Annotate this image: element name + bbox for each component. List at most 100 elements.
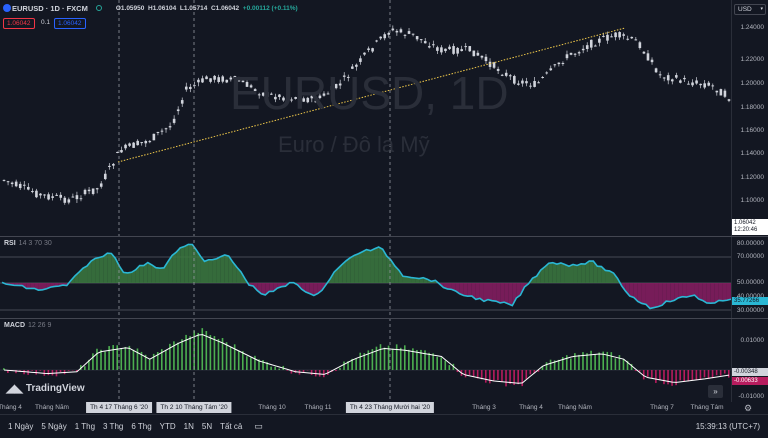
macd-tick-label: -0.01000: [738, 393, 764, 400]
candle-body: [553, 64, 557, 66]
range-button[interactable]: 3 Thg: [103, 422, 124, 431]
sell-button[interactable]: 1.06042: [3, 18, 35, 29]
candle-body: [658, 74, 662, 76]
rsi-fill-segment: [131, 269, 136, 283]
range-button[interactable]: 5 Ngày: [41, 422, 67, 431]
macd-signal-line: [3, 334, 730, 384]
candle-body: [221, 76, 225, 82]
price-tick-label: 1.24000: [740, 24, 765, 31]
main-chart[interactable]: [0, 0, 731, 402]
range-button[interactable]: YTD: [159, 422, 176, 431]
range-button[interactable]: 6 Thg: [131, 422, 152, 431]
range-button[interactable]: Tất cả: [220, 422, 243, 431]
rsi-fill-segment: [605, 270, 610, 283]
macd-histogram-bar: [51, 370, 54, 376]
candle-body: [225, 79, 229, 83]
macd-histogram-bar: [590, 350, 592, 370]
candle-body: [108, 165, 111, 167]
macd-histogram-bar: [497, 370, 499, 380]
candle-body: [573, 53, 577, 55]
rsi-fill-segment: [220, 254, 225, 283]
macd-histogram-bar: [108, 346, 110, 370]
macd-histogram-bar: [371, 349, 374, 370]
time-axis[interactable]: Tháng 4 Tháng Năm Tháng 10 Tháng 11 Tháng 3 T…: [0, 402, 731, 414]
macd-histogram-bar: [707, 370, 710, 379]
tradingview-logo[interactable]: ◢◣ TradingView: [6, 382, 85, 395]
candle-body: [87, 189, 91, 192]
macd-histogram-bar: [675, 370, 677, 386]
range-button[interactable]: 1N: [183, 422, 194, 431]
macd-histogram-bar: [683, 370, 686, 382]
rsi-fill-segment: [516, 283, 521, 299]
settings-gear-button[interactable]: ⚙: [744, 403, 752, 414]
rsi-tick-label: 80.00000: [736, 240, 764, 247]
candle-body: [140, 142, 144, 144]
range-button[interactable]: 1 Ngày: [8, 422, 34, 431]
candle-body: [318, 95, 322, 99]
candle-body: [452, 46, 455, 54]
rsi-fill-segment: [176, 247, 181, 283]
price-chart-canvas[interactable]: [0, 0, 731, 402]
candle-body: [727, 99, 731, 101]
buy-button[interactable]: 1.06042: [54, 18, 86, 29]
rsi-fill-segment: [512, 283, 517, 306]
candle-body: [646, 53, 650, 61]
pane-divider-macd[interactable]: [0, 318, 768, 319]
time-axis-label: Tháng 4: [519, 404, 543, 411]
candle-body: [508, 75, 512, 77]
macd-histogram-bar: [565, 355, 568, 370]
time-axis-label: Tháng Tám: [690, 404, 724, 411]
currency-select[interactable]: USD ▾: [734, 4, 766, 15]
macd-histogram-bar: [509, 370, 511, 384]
scroll-to-realtime-button[interactable]: »: [708, 385, 723, 398]
candle-body: [440, 47, 443, 53]
macd-histogram-bar: [201, 328, 204, 370]
tradingview-logo-icon: ◢◣: [6, 383, 23, 395]
macd-histogram-bar: [128, 345, 131, 370]
rsi-fill-segment: [91, 258, 96, 283]
macd-histogram-bar: [173, 341, 175, 370]
candle-body: [367, 48, 370, 51]
macd-histogram-bar: [165, 350, 167, 370]
rsi-fill-segment: [354, 253, 359, 283]
date-range-icon[interactable]: ▭: [254, 421, 263, 431]
range-button[interactable]: 1 Thg: [74, 422, 96, 431]
low-value: L1.05714: [179, 4, 208, 12]
macd-histogram-bar: [432, 353, 434, 370]
candle-body: [257, 94, 261, 96]
macd-histogram-bar: [505, 370, 507, 387]
candle-body: [715, 90, 719, 93]
time-axis-label: Tháng 3: [472, 404, 496, 411]
macd-histogram-bar: [659, 370, 661, 381]
price-axis[interactable]: USD ▾ 1.24000 1.22000 1.20000 1.18000 1.1600…: [731, 0, 768, 402]
range-button[interactable]: 5N: [201, 422, 213, 431]
macd-histogram-bar: [140, 351, 143, 370]
rsi-tick-label: 70.00000: [736, 253, 764, 260]
candle-body: [695, 80, 698, 84]
candle-body: [10, 182, 14, 185]
candle-body: [399, 29, 403, 33]
symbol-title[interactable]: EURUSD · 1D · FXCM: [12, 3, 88, 13]
candle-body: [444, 48, 447, 52]
clock-time[interactable]: 15:39:13 (UTC+7): [695, 422, 760, 431]
candle-body: [683, 77, 686, 80]
macd-histogram-bar: [408, 349, 410, 370]
macd-histogram-bar: [525, 370, 528, 380]
macd-histogram-bar: [416, 349, 418, 370]
macd-params: 12 26 9: [28, 322, 52, 329]
symbol-header: EURUSD · 1D · FXCM O1.05950 H1.06104 L1.…: [0, 0, 731, 16]
rsi-fill-segment: [200, 256, 205, 283]
rsi-fill-segment: [666, 283, 671, 302]
macd-histogram-bar: [237, 350, 240, 370]
rsi-legend[interactable]: RSI 14 3 70 30: [4, 240, 52, 247]
rsi-fill-segment: [573, 264, 578, 283]
macd-histogram-bar: [598, 352, 600, 370]
pane-divider-rsi[interactable]: [0, 236, 768, 237]
candle-body: [618, 32, 621, 38]
macd-legend[interactable]: MACD 12 26 9: [4, 322, 51, 329]
rsi-fill-segment: [710, 283, 715, 304]
macd-histogram-bar: [424, 350, 426, 370]
rsi-fill-segment: [447, 283, 452, 290]
macd-histogram-bar: [549, 359, 552, 370]
price-tick-label: 1.16000: [740, 127, 765, 134]
